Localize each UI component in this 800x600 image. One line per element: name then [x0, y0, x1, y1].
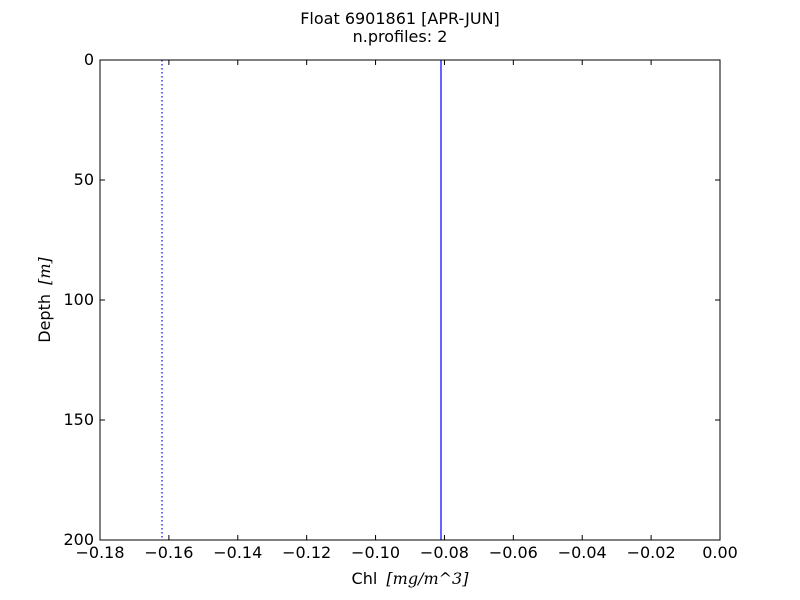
x-tick-label: −0.12: [282, 543, 331, 562]
y-tick-label: 50: [74, 170, 94, 189]
x-tick-label: −0.06: [489, 543, 538, 562]
y-axis-label-text: Depth: [35, 294, 54, 343]
y-axis-label: Depth [m]: [35, 257, 54, 343]
x-tick-label: 0.00: [702, 543, 738, 562]
y-tick-label: 200: [63, 530, 94, 549]
x-axis-label-text: Chl: [352, 569, 378, 588]
y-axis-unit: [m]: [35, 257, 54, 285]
chart-subtitle: n.profiles: 2: [352, 27, 448, 46]
x-axis-unit: [mg/m^3]: [386, 569, 469, 588]
x-tick-label: −0.10: [351, 543, 400, 562]
plot-frame: [99, 59, 721, 541]
chart-title: Float 6901861 [APR-JUN]: [300, 9, 500, 28]
series-layer: [161, 60, 442, 540]
x-tick-label: −0.02: [627, 543, 676, 562]
y-tick-label: 150: [63, 410, 94, 429]
ticks-layer: −0.18 −0.16 −0.14 −0.12 −0.10 −0.08 −0.06 −0.04…: [63, 50, 737, 562]
x-axis-label: Chl [mg/m^3]: [352, 569, 470, 588]
x-tick-label: −0.16: [144, 543, 193, 562]
y-tick-label: 0: [84, 50, 94, 69]
x-tick-label: −0.18: [75, 543, 124, 562]
x-tick-label: −0.08: [420, 543, 469, 562]
x-tick-label: −0.14: [213, 543, 262, 562]
x-tick-label: −0.04: [558, 543, 607, 562]
y-tick-label: 100: [63, 290, 94, 309]
